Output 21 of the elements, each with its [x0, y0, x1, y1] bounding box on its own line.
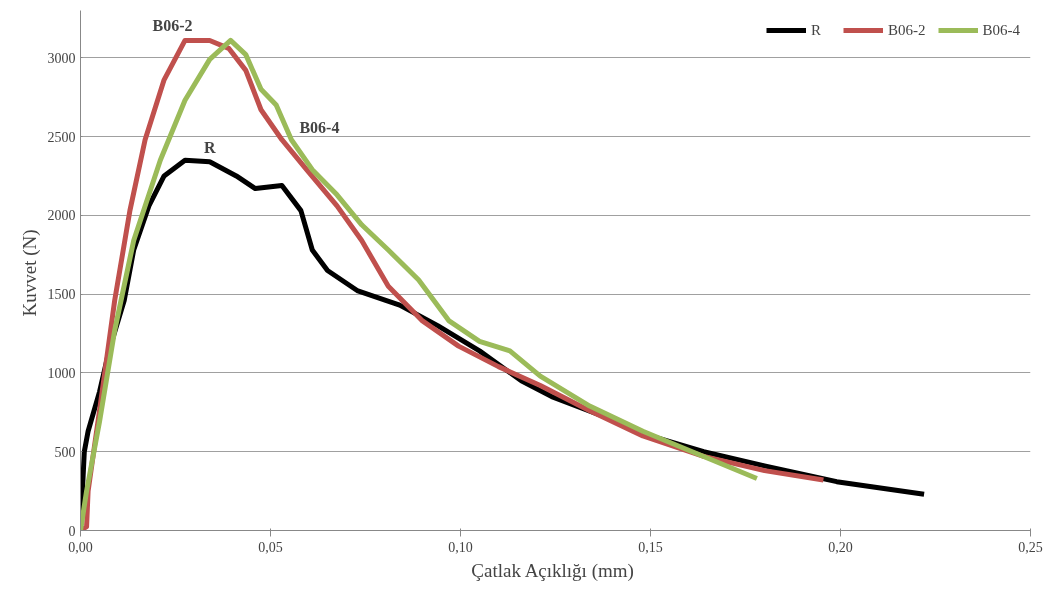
x-tick-label: 0,10: [448, 539, 473, 555]
y-tick-label: 2500: [47, 129, 76, 145]
y-axis-title: Kuvvet (N): [18, 229, 41, 317]
x-tick-label: 0,20: [828, 539, 853, 555]
y-tick-label: 2000: [47, 208, 76, 224]
x-tick-label: 0,05: [258, 539, 283, 555]
legend-label: R: [811, 21, 822, 39]
x-tick-label: 0,00: [68, 539, 93, 555]
y-tick-label: 1500: [47, 287, 76, 303]
x-tick-label: 0,25: [1018, 539, 1043, 555]
annotation: R: [203, 138, 216, 156]
x-tick-label: 0,15: [638, 539, 663, 555]
legend-label: B06-2: [888, 21, 926, 39]
x-axis-title: Çatlak Açıklığı (mm): [471, 559, 634, 582]
y-tick-label: 1000: [47, 365, 76, 381]
y-tick-label: 0: [68, 523, 76, 539]
y-tick-label: 500: [54, 444, 76, 460]
annotation: B06-2: [152, 17, 193, 35]
y-tick-label: 3000: [47, 50, 76, 66]
annotation: B06-4: [299, 118, 340, 136]
legend-label: B06-4: [982, 21, 1020, 39]
